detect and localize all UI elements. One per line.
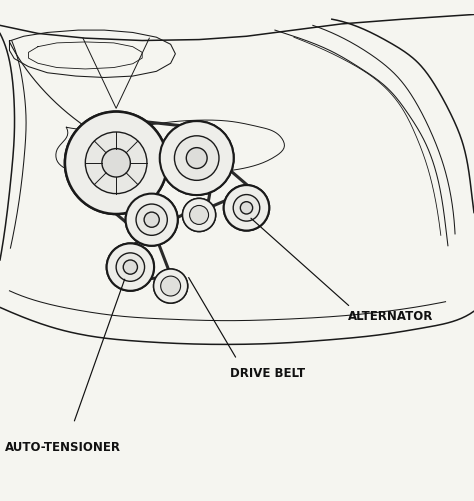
Circle shape — [116, 253, 145, 281]
Text: DRIVE BELT: DRIVE BELT — [230, 367, 305, 380]
Circle shape — [233, 194, 260, 221]
Circle shape — [126, 193, 178, 246]
Circle shape — [144, 212, 159, 227]
Circle shape — [65, 112, 167, 214]
Circle shape — [240, 202, 253, 214]
Circle shape — [182, 198, 216, 231]
Circle shape — [102, 149, 130, 177]
Circle shape — [154, 269, 188, 303]
Circle shape — [154, 269, 188, 303]
Circle shape — [144, 212, 159, 227]
Circle shape — [224, 185, 269, 230]
Circle shape — [174, 136, 219, 180]
Circle shape — [85, 132, 147, 193]
Circle shape — [116, 253, 145, 281]
Circle shape — [186, 148, 207, 168]
Text: ALTERNATOR: ALTERNATOR — [348, 310, 434, 323]
Circle shape — [174, 136, 219, 180]
Circle shape — [123, 260, 137, 274]
Circle shape — [233, 194, 260, 221]
Circle shape — [136, 204, 167, 235]
Circle shape — [161, 276, 181, 296]
Circle shape — [160, 121, 234, 195]
Circle shape — [85, 132, 147, 193]
Circle shape — [160, 121, 234, 195]
Circle shape — [240, 202, 253, 214]
Circle shape — [126, 193, 178, 246]
Circle shape — [190, 205, 209, 224]
Text: AUTO-TENSIONER: AUTO-TENSIONER — [5, 441, 121, 454]
Circle shape — [107, 243, 154, 291]
Circle shape — [224, 185, 269, 230]
Circle shape — [107, 243, 154, 291]
Circle shape — [102, 149, 130, 177]
Circle shape — [136, 204, 167, 235]
Circle shape — [123, 260, 137, 274]
Circle shape — [161, 276, 181, 296]
Circle shape — [65, 112, 167, 214]
Circle shape — [190, 205, 209, 224]
Circle shape — [186, 148, 207, 168]
Circle shape — [182, 198, 216, 231]
